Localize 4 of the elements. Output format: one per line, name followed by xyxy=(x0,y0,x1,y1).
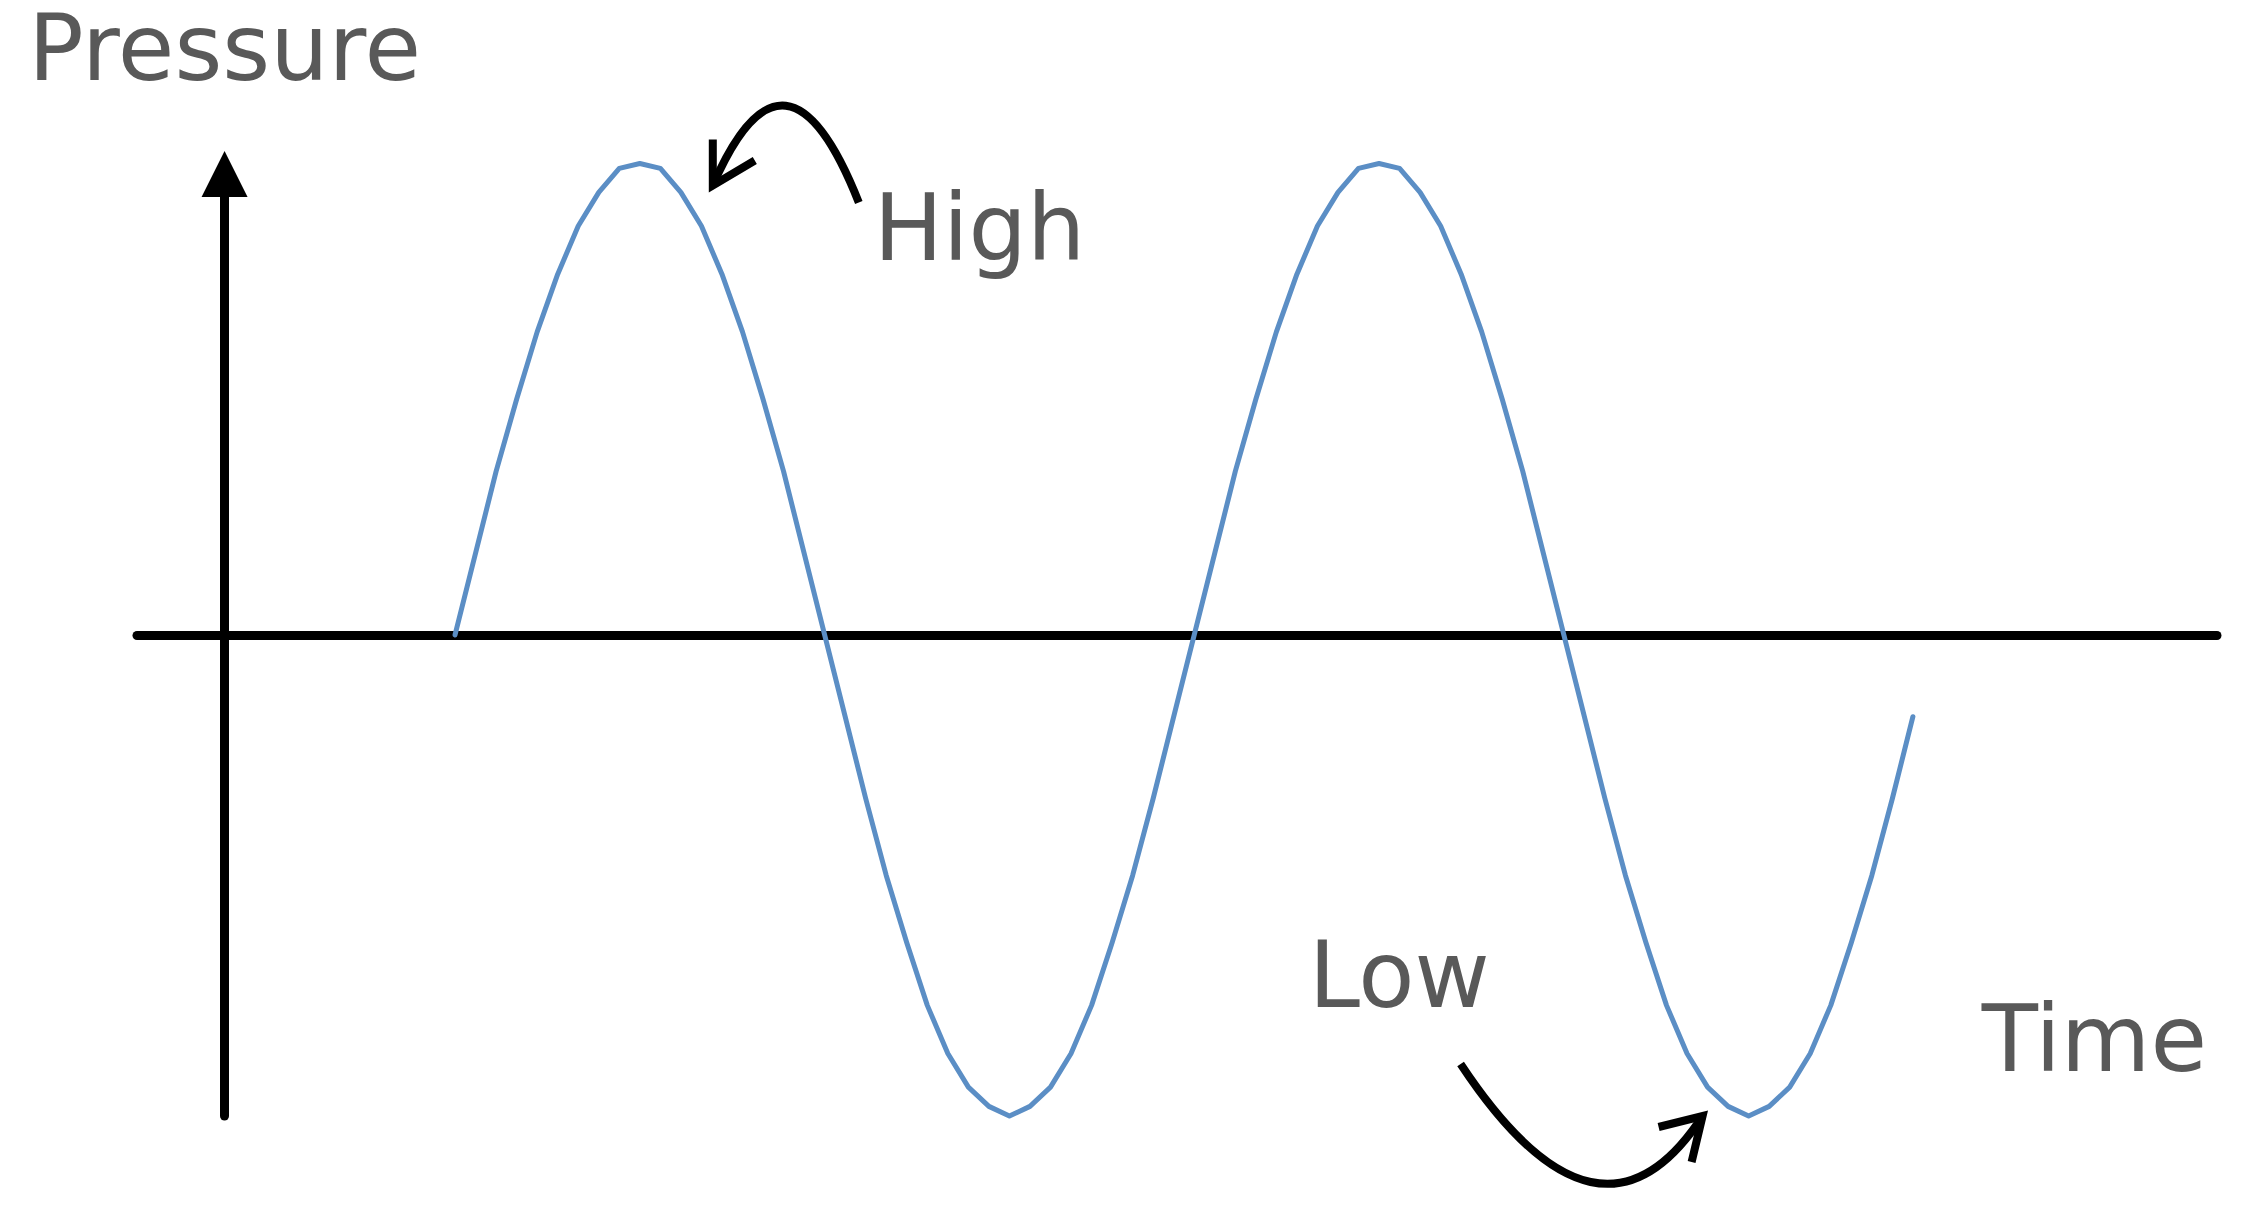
annotation: Low xyxy=(1308,921,1490,1029)
y-axis-title: Pressure xyxy=(28,0,421,102)
x-axis-title: Time xyxy=(1980,986,2207,1094)
annotation: High xyxy=(873,175,1086,283)
